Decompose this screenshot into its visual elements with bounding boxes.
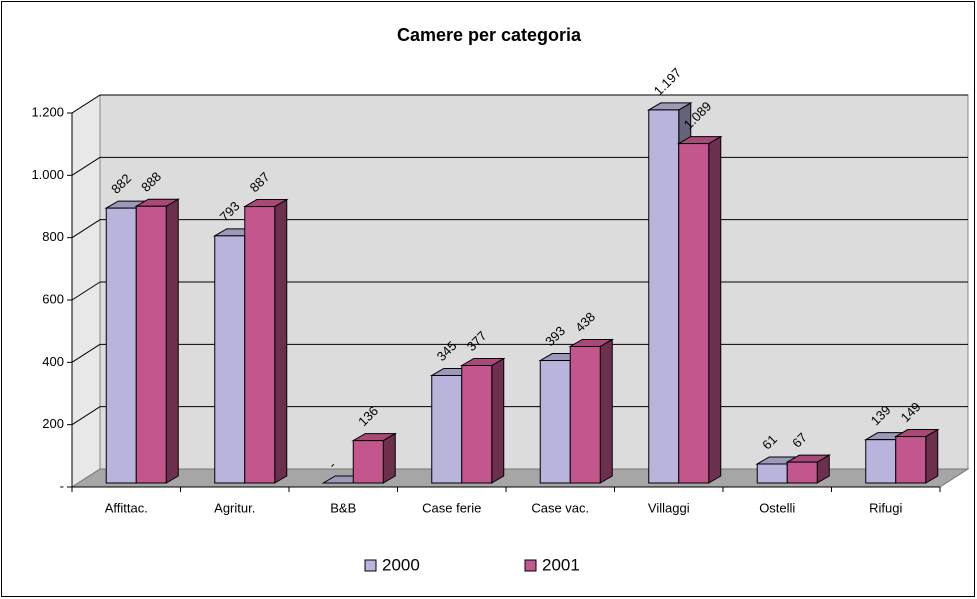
- bar: [785, 454, 832, 484]
- bar-front: [648, 109, 680, 484]
- bar-front: [105, 207, 137, 484]
- grid-line: [71, 343, 101, 363]
- bar-front: [895, 436, 927, 484]
- bar-side: [274, 198, 288, 484]
- grid-line: [71, 219, 101, 239]
- bar: [242, 198, 289, 484]
- x-tick-label: Affittac.: [105, 500, 148, 515]
- x-tick-label: Case ferie: [422, 500, 481, 515]
- y-tick-label: 600: [42, 291, 64, 306]
- bar: [459, 357, 506, 484]
- legend-swatch: [364, 559, 377, 572]
- y-tick-label: 1.200: [31, 104, 64, 119]
- bar: [676, 135, 723, 484]
- x-tick-label: Agritur.: [214, 500, 255, 515]
- bar-front: [214, 235, 246, 484]
- bar-side: [708, 135, 722, 484]
- bar-front: [244, 206, 276, 484]
- y-tick-label: -: [60, 478, 64, 493]
- bar-side: [382, 432, 396, 484]
- x-tick-label: Case vac.: [531, 500, 589, 515]
- bar-side: [925, 428, 939, 484]
- bar-front: [539, 360, 571, 484]
- bar-side: [491, 357, 505, 484]
- y-tick-label: 200: [42, 416, 64, 431]
- bar-front: [461, 365, 493, 484]
- legend-swatch: [524, 559, 537, 572]
- x-tick-label: Villaggi: [648, 500, 690, 515]
- x-tick-label: Rifugi: [869, 500, 902, 515]
- grid-line: [71, 94, 101, 114]
- floor: [70, 468, 970, 488]
- bar-side: [599, 338, 613, 484]
- x-tick-label: Ostelli: [759, 500, 795, 515]
- bar-front: [135, 205, 167, 484]
- grid-line: [71, 156, 101, 176]
- y-tick-label: 1.000: [31, 167, 64, 182]
- bar-front: [786, 461, 818, 484]
- bar-front: [678, 143, 710, 484]
- bar: [134, 198, 181, 484]
- bar-front: [352, 440, 384, 484]
- x-tick-label: B&B: [330, 500, 356, 515]
- bar: [568, 338, 615, 484]
- bar-side: [165, 198, 179, 484]
- bar: [351, 432, 398, 484]
- y-tick-label: 800: [42, 229, 64, 244]
- bar-front: [756, 463, 788, 484]
- bar: [893, 428, 940, 484]
- grid-line: [71, 406, 101, 426]
- y-tick-label: 400: [42, 354, 64, 369]
- legend-label: 2001: [542, 555, 580, 574]
- bar-front: [865, 439, 897, 484]
- chart-title: Camere per categoria: [397, 25, 582, 45]
- legend-label: 2000: [382, 555, 420, 574]
- bar-front: [431, 374, 463, 484]
- grid-line: [71, 281, 101, 301]
- bar-front: [569, 345, 601, 484]
